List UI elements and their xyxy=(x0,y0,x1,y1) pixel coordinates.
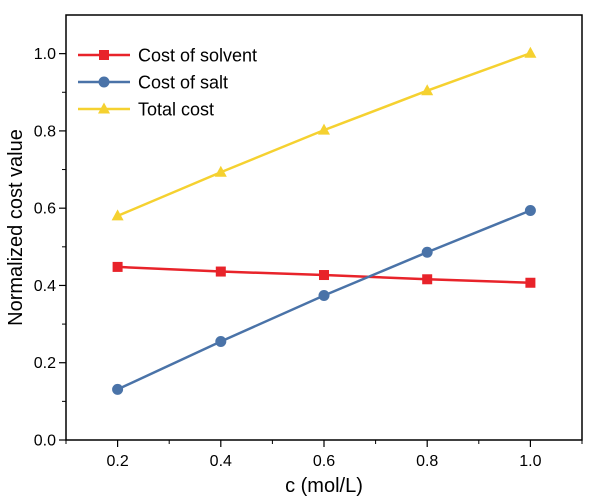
data-point xyxy=(422,274,433,285)
legend-label: Total cost xyxy=(138,100,214,120)
data-point xyxy=(111,209,124,221)
series-cost-of-solvent xyxy=(112,261,536,288)
plot-area: 0.2 0.4 0.6 0.8 1.0 0.0 0.2 0.4 0.6 0.8 1.0 xyxy=(34,14,583,470)
data-point xyxy=(215,335,227,347)
y-tick-label: 0.4 xyxy=(34,278,56,295)
data-point xyxy=(215,266,226,277)
y-axis-title: Normalized cost value xyxy=(5,129,27,326)
y-tick-label: 0.0 xyxy=(34,433,56,450)
x-tick-label: 0.8 xyxy=(416,453,438,470)
x-tick-label: 1.0 xyxy=(519,453,541,470)
series-total-cost xyxy=(111,46,537,221)
y-tick-label: 0.8 xyxy=(34,123,56,140)
x-tick-label: 0.6 xyxy=(313,453,335,470)
data-point xyxy=(421,84,434,96)
data-point xyxy=(421,246,433,258)
x-tick-label: 0.4 xyxy=(210,453,232,470)
legend-marker xyxy=(98,102,110,114)
y-tick-label: 0.6 xyxy=(34,201,56,218)
data-point xyxy=(525,277,536,288)
legend-item: Cost of solvent xyxy=(78,46,257,66)
series-layer xyxy=(111,46,537,395)
data-point xyxy=(524,205,536,216)
data-point xyxy=(318,290,330,301)
data-point xyxy=(112,261,123,272)
legend-label: Cost of salt xyxy=(138,73,228,93)
legend-item: Total cost xyxy=(78,100,214,120)
data-point xyxy=(319,270,329,281)
legend-marker xyxy=(98,76,110,88)
legend-marker xyxy=(99,50,109,60)
x-tick-label: 0.2 xyxy=(106,453,128,470)
y-tick-label: 1.0 xyxy=(34,46,56,63)
legend-item: Cost of salt xyxy=(78,73,228,93)
series-cost-of-salt xyxy=(112,205,536,395)
x-axis-title: c (mol/L) xyxy=(285,475,363,497)
data-point xyxy=(524,46,537,58)
data-point xyxy=(214,165,227,177)
legend: Cost of solvent Cost of salt Total cost xyxy=(78,46,257,120)
legend-label: Cost of solvent xyxy=(138,46,257,66)
data-point xyxy=(318,123,330,135)
y-tick-label: 0.2 xyxy=(34,355,56,372)
data-point xyxy=(112,383,124,395)
